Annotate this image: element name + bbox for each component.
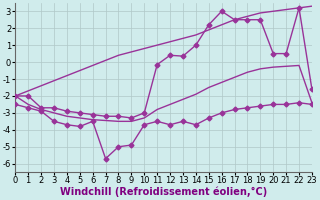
X-axis label: Windchill (Refroidissement éolien,°C): Windchill (Refroidissement éolien,°C): [60, 187, 267, 197]
